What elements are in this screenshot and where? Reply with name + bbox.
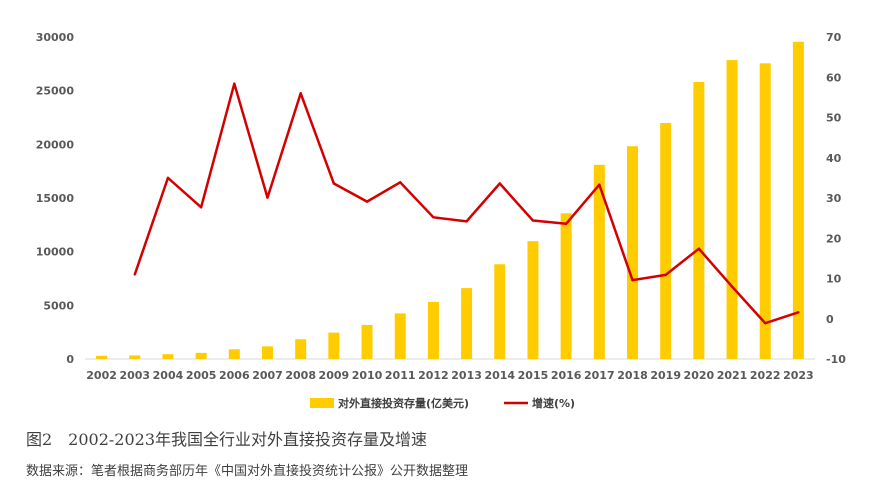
- bar: [195, 352, 207, 359]
- right-tick-label: 40: [826, 152, 842, 165]
- x-tick-label: 2007: [252, 369, 283, 382]
- line-point: [797, 311, 800, 314]
- right-tick-label: 60: [826, 71, 842, 84]
- x-tick-label: 2018: [617, 369, 648, 382]
- x-tick-label: 2005: [186, 369, 217, 382]
- line-point: [399, 181, 402, 184]
- bar: [427, 301, 439, 359]
- line-point: [266, 196, 269, 199]
- x-tick-label: 2013: [451, 369, 482, 382]
- x-tick-label: 2006: [219, 369, 250, 382]
- bar: [593, 164, 605, 359]
- line-point: [531, 219, 535, 222]
- x-tick-label: 2016: [551, 369, 582, 382]
- left-tick-label: 25000: [36, 85, 75, 98]
- bar-series: [96, 41, 804, 359]
- bar: [560, 213, 572, 359]
- left-tick-label: 0: [66, 353, 74, 366]
- bar: [461, 288, 473, 359]
- bar: [129, 355, 141, 359]
- x-tick-label: 2004: [153, 369, 184, 382]
- bar: [162, 354, 174, 359]
- right-tick-label: 20: [826, 232, 842, 245]
- x-tick-label: 2019: [650, 369, 681, 382]
- x-tick-label: 2008: [285, 369, 316, 382]
- bar: [394, 313, 406, 359]
- line-point: [133, 273, 136, 276]
- right-tick-label: 70: [826, 31, 842, 44]
- left-tick-label: 30000: [36, 31, 75, 44]
- figure-caption: 图2 2002-2023年我国全行业对外直接投资存量及增速: [26, 430, 428, 449]
- right-tick-label: 30: [826, 192, 842, 205]
- right-tick-label: 10: [826, 273, 842, 286]
- x-tick-label: 2009: [319, 369, 350, 382]
- line-point: [432, 216, 435, 219]
- bar: [228, 349, 240, 359]
- line-point: [299, 92, 302, 95]
- bar: [792, 41, 804, 359]
- line-point: [564, 222, 568, 225]
- x-tick-label: 2021: [717, 369, 748, 382]
- x-tick-label: 2015: [518, 369, 549, 382]
- bar: [262, 346, 273, 359]
- line-point: [233, 82, 236, 85]
- x-axis: 2002 2003 2004 2005 2006 2007 2008 2009 2010 2011…: [86, 369, 813, 382]
- line-point: [631, 278, 634, 282]
- x-tick-label: 2014: [484, 369, 515, 382]
- bar: [494, 264, 506, 359]
- line-point: [166, 176, 170, 180]
- left-tick-label: 5000: [43, 299, 74, 312]
- line-point: [332, 182, 336, 185]
- bar: [328, 332, 340, 359]
- x-tick-label: 2011: [385, 369, 416, 382]
- bar: [96, 355, 108, 359]
- bar: [361, 324, 373, 359]
- x-tick-label: 2003: [119, 369, 150, 382]
- x-tick-label: 2010: [352, 369, 383, 382]
- bar: [726, 60, 738, 359]
- x-tick-label: 2002: [86, 369, 117, 382]
- line-point: [199, 206, 203, 209]
- x-tick-label: 2020: [684, 369, 715, 382]
- left-tick-label: 10000: [36, 246, 75, 259]
- legend: 对外直接投资存量(亿美元) 增速(%): [310, 396, 575, 410]
- line-point: [697, 247, 701, 250]
- bar: [627, 146, 638, 359]
- bar-line-chart: 0 5000 10000 15000 20000 25000 30000 -10 0 10 20 3…: [36, 31, 847, 410]
- line-point: [730, 285, 734, 288]
- line-point: [365, 200, 369, 203]
- right-tick-label: 0: [826, 313, 834, 326]
- x-tick-label: 2022: [750, 369, 781, 382]
- line-point: [664, 273, 667, 277]
- legend-label-line: 增速(%): [532, 396, 575, 410]
- bar: [759, 63, 771, 359]
- legend-label-bar: 对外直接投资存量(亿美元): [338, 396, 469, 410]
- right-y-axis: -10 0 10 20 30 40 50 60 70: [826, 31, 846, 366]
- data-source-note: 数据来源：笔者根据商务部历年《中国对外直接投资统计公报》公开数据整理: [26, 464, 469, 479]
- left-y-axis: 0 5000 10000 15000 20000 25000 30000: [36, 31, 75, 366]
- bar: [660, 122, 672, 359]
- line-point: [465, 220, 468, 223]
- line-point: [764, 321, 767, 325]
- bar: [693, 82, 705, 359]
- left-tick-label: 15000: [36, 192, 75, 205]
- legend-swatch-bar: [310, 398, 334, 408]
- line-point: [498, 182, 501, 185]
- line-point: [598, 183, 601, 186]
- x-tick-label: 2017: [584, 369, 615, 382]
- x-tick-label: 2012: [418, 369, 449, 382]
- bar: [295, 339, 307, 359]
- right-tick-label: -10: [826, 353, 846, 366]
- x-tick-label: 2023: [783, 369, 814, 382]
- left-tick-label: 20000: [36, 138, 75, 151]
- right-tick-label: 50: [826, 112, 842, 125]
- line-series: [133, 82, 800, 325]
- bar: [527, 241, 539, 359]
